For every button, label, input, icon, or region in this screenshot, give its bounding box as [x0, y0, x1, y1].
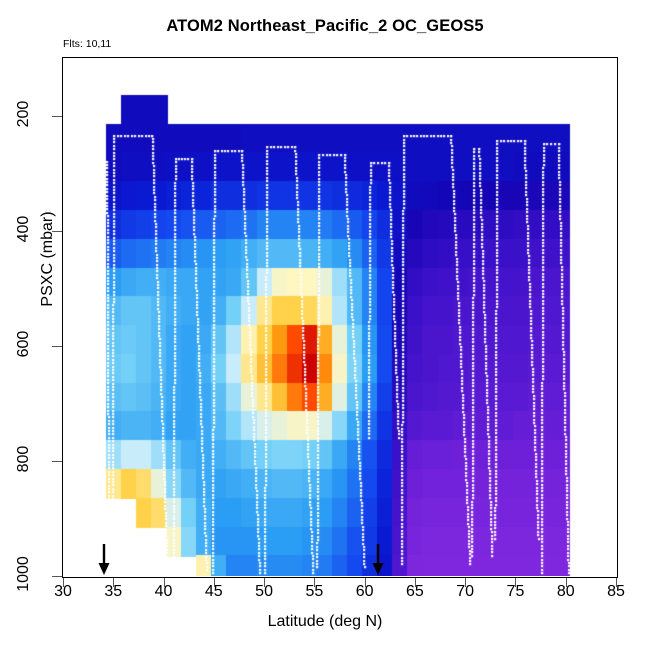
x-tick-80 [565, 578, 567, 587]
y-tick-800 [52, 460, 62, 462]
y-tick-label-400: 400 [15, 215, 32, 243]
y-tick-label-1000: 1000 [15, 556, 32, 592]
latitude-marker-1 [97, 544, 111, 576]
x-tick-label-55: 55 [305, 583, 324, 600]
y-tick-600 [52, 345, 62, 347]
x-tick-label-70: 70 [456, 583, 475, 600]
latitude-marker-2 [371, 544, 385, 576]
page-title: ATOM2 Northeast_Pacific_2 OC_GEOS5 [166, 17, 484, 35]
x-tick-60 [364, 578, 366, 587]
plot-frame [62, 57, 618, 578]
x-tick-75 [515, 578, 517, 587]
x-tick-35 [113, 578, 115, 587]
y-tick-label-600: 600 [15, 330, 32, 358]
flights-label: Flts: 10,11 [63, 38, 112, 50]
x-tick-label-65: 65 [406, 583, 424, 600]
x-tick-65 [414, 578, 416, 587]
x-tick-50 [264, 578, 266, 587]
x-tick-label-35: 35 [104, 583, 123, 600]
x-tick-70 [465, 578, 467, 587]
x-tick-40 [163, 578, 165, 587]
x-tick-label-45: 45 [204, 583, 223, 600]
x-tick-label-30: 30 [54, 583, 72, 600]
x-tick-label-50: 50 [255, 583, 273, 600]
x-tick-55 [314, 578, 316, 587]
y-tick-label-200: 200 [15, 100, 32, 127]
x-tick-label-80: 80 [556, 583, 575, 600]
x-tick-30 [63, 578, 64, 587]
y-tick-1000 [52, 576, 62, 577]
x-tick-label-60: 60 [355, 583, 374, 600]
x-tick-label-40: 40 [154, 583, 173, 600]
x-axis-label: Latitude (deg N) [267, 613, 383, 630]
x-tick-85 [616, 578, 617, 587]
x-tick-label-85: 85 [607, 583, 625, 600]
y-tick-label-800: 800 [15, 445, 32, 473]
y-axis-label: PSXC (mbar) [39, 211, 56, 307]
y-tick-400 [52, 230, 62, 232]
x-tick-45 [213, 578, 215, 587]
heatmap-canvas [63, 58, 616, 576]
y-tick-200 [52, 115, 62, 117]
x-tick-label-75: 75 [506, 583, 525, 600]
